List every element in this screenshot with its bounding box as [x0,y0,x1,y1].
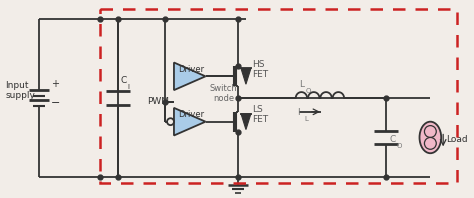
Circle shape [424,137,436,149]
Text: FET: FET [252,115,268,124]
Circle shape [424,126,436,137]
Text: Driver: Driver [178,110,204,119]
Text: FET: FET [252,70,268,79]
Polygon shape [241,114,251,129]
Polygon shape [174,108,206,135]
Text: Input: Input [5,81,29,90]
Bar [100,9,457,183]
Text: C: C [390,135,396,144]
Text: Driver: Driver [178,65,204,74]
Text: C: C [121,76,127,85]
Text: O: O [397,143,402,149]
Text: HS: HS [252,60,264,69]
Text: supply: supply [5,90,35,100]
Text: Load: Load [446,135,468,144]
Text: I: I [128,84,129,90]
Text: L: L [304,116,308,122]
Text: +: + [51,79,59,89]
Circle shape [167,118,174,125]
Text: −: − [51,98,60,108]
Ellipse shape [419,122,441,153]
Text: node: node [213,93,235,103]
Polygon shape [174,63,206,90]
Text: O: O [306,88,311,94]
Polygon shape [241,69,251,84]
Text: PWM: PWM [147,97,169,107]
Text: Switch: Switch [210,84,237,93]
Text: L: L [299,80,304,89]
Text: LS: LS [252,105,263,114]
Text: I: I [297,108,300,117]
